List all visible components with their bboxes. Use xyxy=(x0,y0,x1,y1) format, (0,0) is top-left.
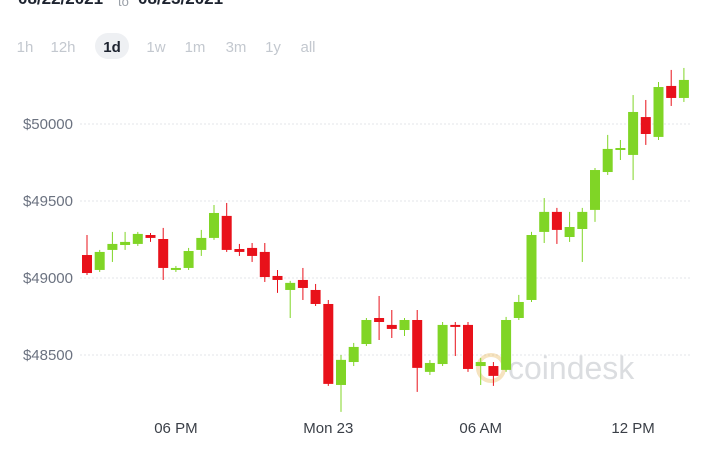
range-button[interactable]: 1d xyxy=(103,39,121,56)
candle-body xyxy=(386,324,397,329)
x-tick-label: 06 AM xyxy=(459,420,502,437)
candle-body xyxy=(551,211,562,230)
candle-body xyxy=(259,251,270,278)
candle-body xyxy=(437,324,448,365)
candle-body xyxy=(209,212,219,238)
candle-body xyxy=(183,251,194,268)
candle-body xyxy=(348,346,359,363)
candle-body xyxy=(196,237,207,250)
watermark: coindesk xyxy=(508,350,635,386)
candle-body xyxy=(412,319,423,368)
range-button[interactable]: 1m xyxy=(185,39,206,56)
date-connector: to xyxy=(118,0,129,9)
range-buttons: 1h 12h 1d 1w 1m 3m 1y all xyxy=(17,33,316,59)
candle-body xyxy=(82,255,92,274)
range-button-selected-bg[interactable] xyxy=(95,33,129,59)
candle-body xyxy=(424,362,435,372)
candle-body xyxy=(145,235,156,238)
candle-body xyxy=(323,303,334,384)
candle-body xyxy=(94,251,105,270)
x-tick-label: 12 PM xyxy=(611,420,654,437)
candle-body xyxy=(501,319,512,370)
candles xyxy=(82,67,689,412)
x-axis: 06 PM Mon 23 06 AM 12 PM xyxy=(154,420,655,437)
candle-body xyxy=(221,215,232,250)
candle-body xyxy=(285,282,296,290)
candle-body xyxy=(107,243,118,250)
candle-body xyxy=(513,301,524,318)
candle-body xyxy=(336,359,346,385)
candle-body xyxy=(640,117,651,134)
candle-body xyxy=(132,233,143,244)
candle-body xyxy=(577,211,588,229)
range-button[interactable]: all xyxy=(300,39,315,56)
candle-body xyxy=(247,247,258,256)
candle-body xyxy=(450,324,461,327)
watermark-group: coindesk xyxy=(476,350,635,386)
candle-body xyxy=(463,324,473,369)
candle-body xyxy=(526,235,537,300)
range-button[interactable]: 3m xyxy=(226,39,247,56)
candle-body xyxy=(361,319,372,345)
date-from: 08/22/2021 xyxy=(18,0,103,8)
candle-body xyxy=(488,366,499,376)
candle-body xyxy=(374,317,385,322)
candle-body xyxy=(678,79,689,98)
candle-body xyxy=(475,362,486,367)
y-tick-label: $50000 xyxy=(23,116,73,133)
candle-body xyxy=(120,241,131,246)
grid: $48500 $49000 $49500 $50000 xyxy=(23,116,692,364)
candle-body xyxy=(590,170,600,210)
candle-body xyxy=(666,85,677,98)
range-button[interactable]: 1h xyxy=(17,39,34,56)
range-button[interactable]: 1w xyxy=(146,39,165,56)
candle-body xyxy=(539,211,550,232)
y-tick-label: $49500 xyxy=(23,193,73,210)
candle-body xyxy=(272,275,283,280)
candle-body xyxy=(234,249,245,252)
candle-body xyxy=(310,289,321,304)
candle-body xyxy=(602,148,613,173)
x-tick-label: Mon 23 xyxy=(303,420,353,437)
y-tick-label: $49000 xyxy=(23,270,73,287)
candle-body xyxy=(615,148,626,151)
date-to: 08/23/2021 xyxy=(138,0,223,8)
range-button[interactable]: 1y xyxy=(265,39,281,56)
candle-body xyxy=(399,319,410,331)
candle-body xyxy=(628,111,639,155)
x-tick-label: 06 PM xyxy=(154,420,197,437)
candle-body xyxy=(297,279,308,288)
candle-body xyxy=(158,239,169,268)
range-button[interactable]: 12h xyxy=(50,39,75,56)
y-tick-label: $48500 xyxy=(23,347,73,364)
candle-body xyxy=(170,267,181,270)
candle-body xyxy=(653,87,664,137)
candle-body xyxy=(564,226,575,238)
